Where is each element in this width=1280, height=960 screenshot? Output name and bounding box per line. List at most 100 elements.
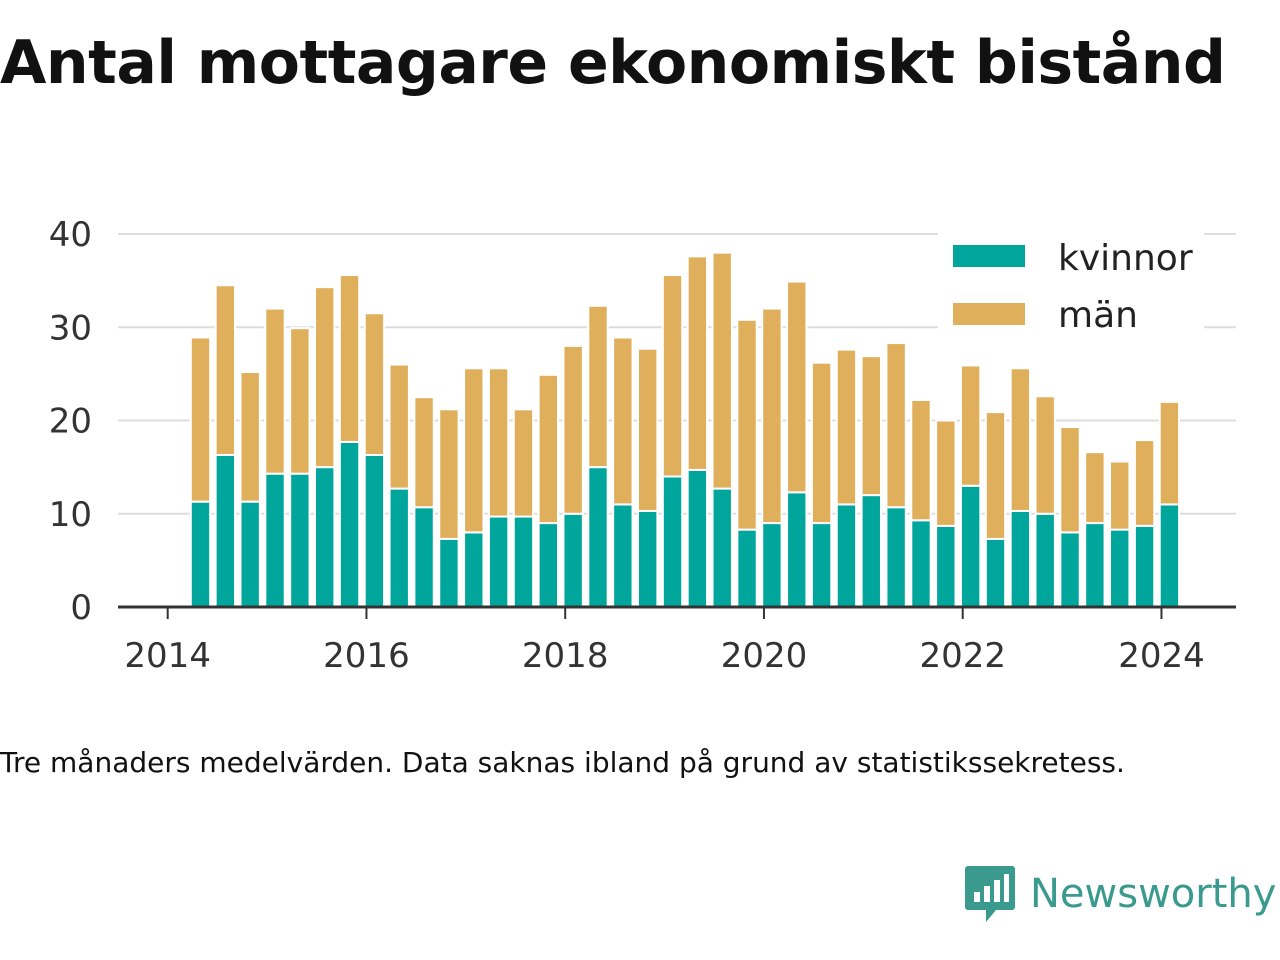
- bar-man: [860, 355, 882, 497]
- bar-kvinnor: [835, 503, 858, 608]
- bar-kvinnor: [214, 454, 237, 608]
- bar-man: [786, 280, 808, 494]
- bar-kvinnor: [289, 472, 311, 608]
- newsworthy-logo-icon: [965, 866, 1015, 922]
- bar-kvinnor: [959, 484, 982, 608]
- axes: 0 10 20 30 40 2014 2016 2018 2020 2022 2024: [49, 215, 1236, 676]
- bar-kvinnor: [1158, 503, 1181, 608]
- x-tick-label: 2022: [919, 636, 1006, 676]
- bar-man: [1034, 395, 1056, 515]
- bar-kvinnor: [761, 522, 783, 609]
- chart-title: Antal mottagare ekonomiskt bistånd: [0, 28, 1226, 98]
- bar-kvinnor: [786, 491, 808, 608]
- bar-kvinnor: [413, 506, 435, 608]
- y-tick-label: 20: [49, 402, 92, 442]
- x-tick-label: 2016: [323, 636, 410, 676]
- bar-kvinnor: [363, 454, 386, 608]
- bar-kvinnor: [239, 500, 261, 608]
- bar-man: [289, 327, 311, 475]
- legend-label-kvinnor: kvinnor: [1058, 238, 1193, 279]
- legend-label-man: män: [1058, 295, 1138, 336]
- bar-man: [463, 367, 485, 534]
- bar-man: [1084, 451, 1106, 525]
- newsworthy-logo: Newsworthy: [964, 864, 1276, 924]
- bar-kvinnor: [314, 466, 336, 608]
- bar-man: [984, 411, 1007, 540]
- bar-kvinnor: [612, 503, 634, 608]
- bar-man: [959, 364, 982, 487]
- x-tick-label: 2024: [1118, 636, 1205, 676]
- bar-man: [314, 286, 336, 469]
- bar-kvinnor: [438, 537, 460, 608]
- bar-kvinnor: [189, 500, 212, 608]
- bar-kvinnor: [810, 522, 833, 609]
- bar-kvinnor: [487, 515, 510, 608]
- bar-man: [1109, 460, 1131, 531]
- bar-man: [736, 318, 758, 531]
- bar-man: [562, 344, 584, 515]
- bar-kvinnor: [686, 468, 709, 608]
- legend-swatch-man: [953, 303, 1025, 325]
- bar-kvinnor: [860, 494, 882, 609]
- bar-kvinnor: [1084, 522, 1106, 609]
- bar-kvinnor: [587, 466, 609, 608]
- bar-kvinnor: [984, 537, 1007, 608]
- bar-man: [537, 373, 559, 525]
- bar-kvinnor: [1059, 531, 1081, 609]
- y-tick-label: 30: [49, 308, 92, 348]
- bar-man: [761, 307, 783, 525]
- bar-man: [438, 408, 460, 540]
- bar-man: [587, 304, 609, 469]
- bar-man: [661, 274, 684, 478]
- legend-swatch-kvinnor: [953, 245, 1025, 267]
- bar-man: [686, 255, 709, 471]
- bar-man: [835, 348, 858, 506]
- bar-man: [885, 342, 907, 509]
- y-tick-label: 10: [49, 495, 92, 535]
- bar-kvinnor: [711, 487, 733, 609]
- bar-kvinnor: [1034, 512, 1056, 608]
- bar-man: [1133, 439, 1156, 527]
- bar-man: [189, 336, 212, 503]
- bar-man: [636, 347, 659, 512]
- bar-kvinnor: [562, 512, 584, 608]
- bar-man: [239, 371, 261, 503]
- bar-kvinnor: [1009, 509, 1032, 609]
- bar-man: [413, 396, 435, 509]
- x-tick-label: 2018: [522, 636, 609, 676]
- bar-kvinnor: [537, 522, 559, 609]
- stacked-bar-chart: 0 10 20 30 40 2014 2016 2018 2020 2022 2024 kvinno…: [49, 215, 1236, 676]
- y-tick-label: 0: [70, 588, 92, 628]
- bar-kvinnor: [338, 440, 361, 609]
- bar-man: [1158, 400, 1181, 506]
- bar-man: [338, 274, 361, 443]
- chart-caption: Tre månaders medelvärden. Data saknas ib…: [0, 746, 1125, 779]
- bar-man: [1059, 426, 1081, 534]
- bar-man: [512, 408, 535, 518]
- bar-kvinnor: [264, 472, 286, 608]
- bar-kvinnor: [885, 506, 907, 608]
- bar-kvinnor: [636, 509, 659, 609]
- bar-kvinnor: [1109, 528, 1131, 608]
- bar-man: [363, 312, 386, 457]
- bar-man: [711, 251, 733, 490]
- legend: kvinnor män: [938, 226, 1204, 336]
- bar-kvinnor: [661, 475, 684, 609]
- bar-man: [1009, 367, 1032, 512]
- bar-man: [487, 367, 510, 518]
- bar-kvinnor: [512, 515, 535, 608]
- x-tick-label: 2020: [721, 636, 808, 676]
- bar-kvinnor: [388, 487, 410, 609]
- x-tick-label: 2014: [124, 636, 211, 676]
- bar-kvinnor: [1133, 524, 1156, 608]
- bar-man: [214, 284, 237, 457]
- bar-man: [935, 419, 957, 527]
- bar-man: [910, 398, 932, 522]
- bar-man: [810, 361, 833, 525]
- newsworthy-logo-text: Newsworthy: [1030, 871, 1277, 917]
- bar-kvinnor: [935, 524, 957, 608]
- bar-man: [264, 307, 286, 475]
- bar-kvinnor: [463, 531, 485, 609]
- bar-kvinnor: [910, 519, 932, 609]
- bar-man: [388, 363, 410, 490]
